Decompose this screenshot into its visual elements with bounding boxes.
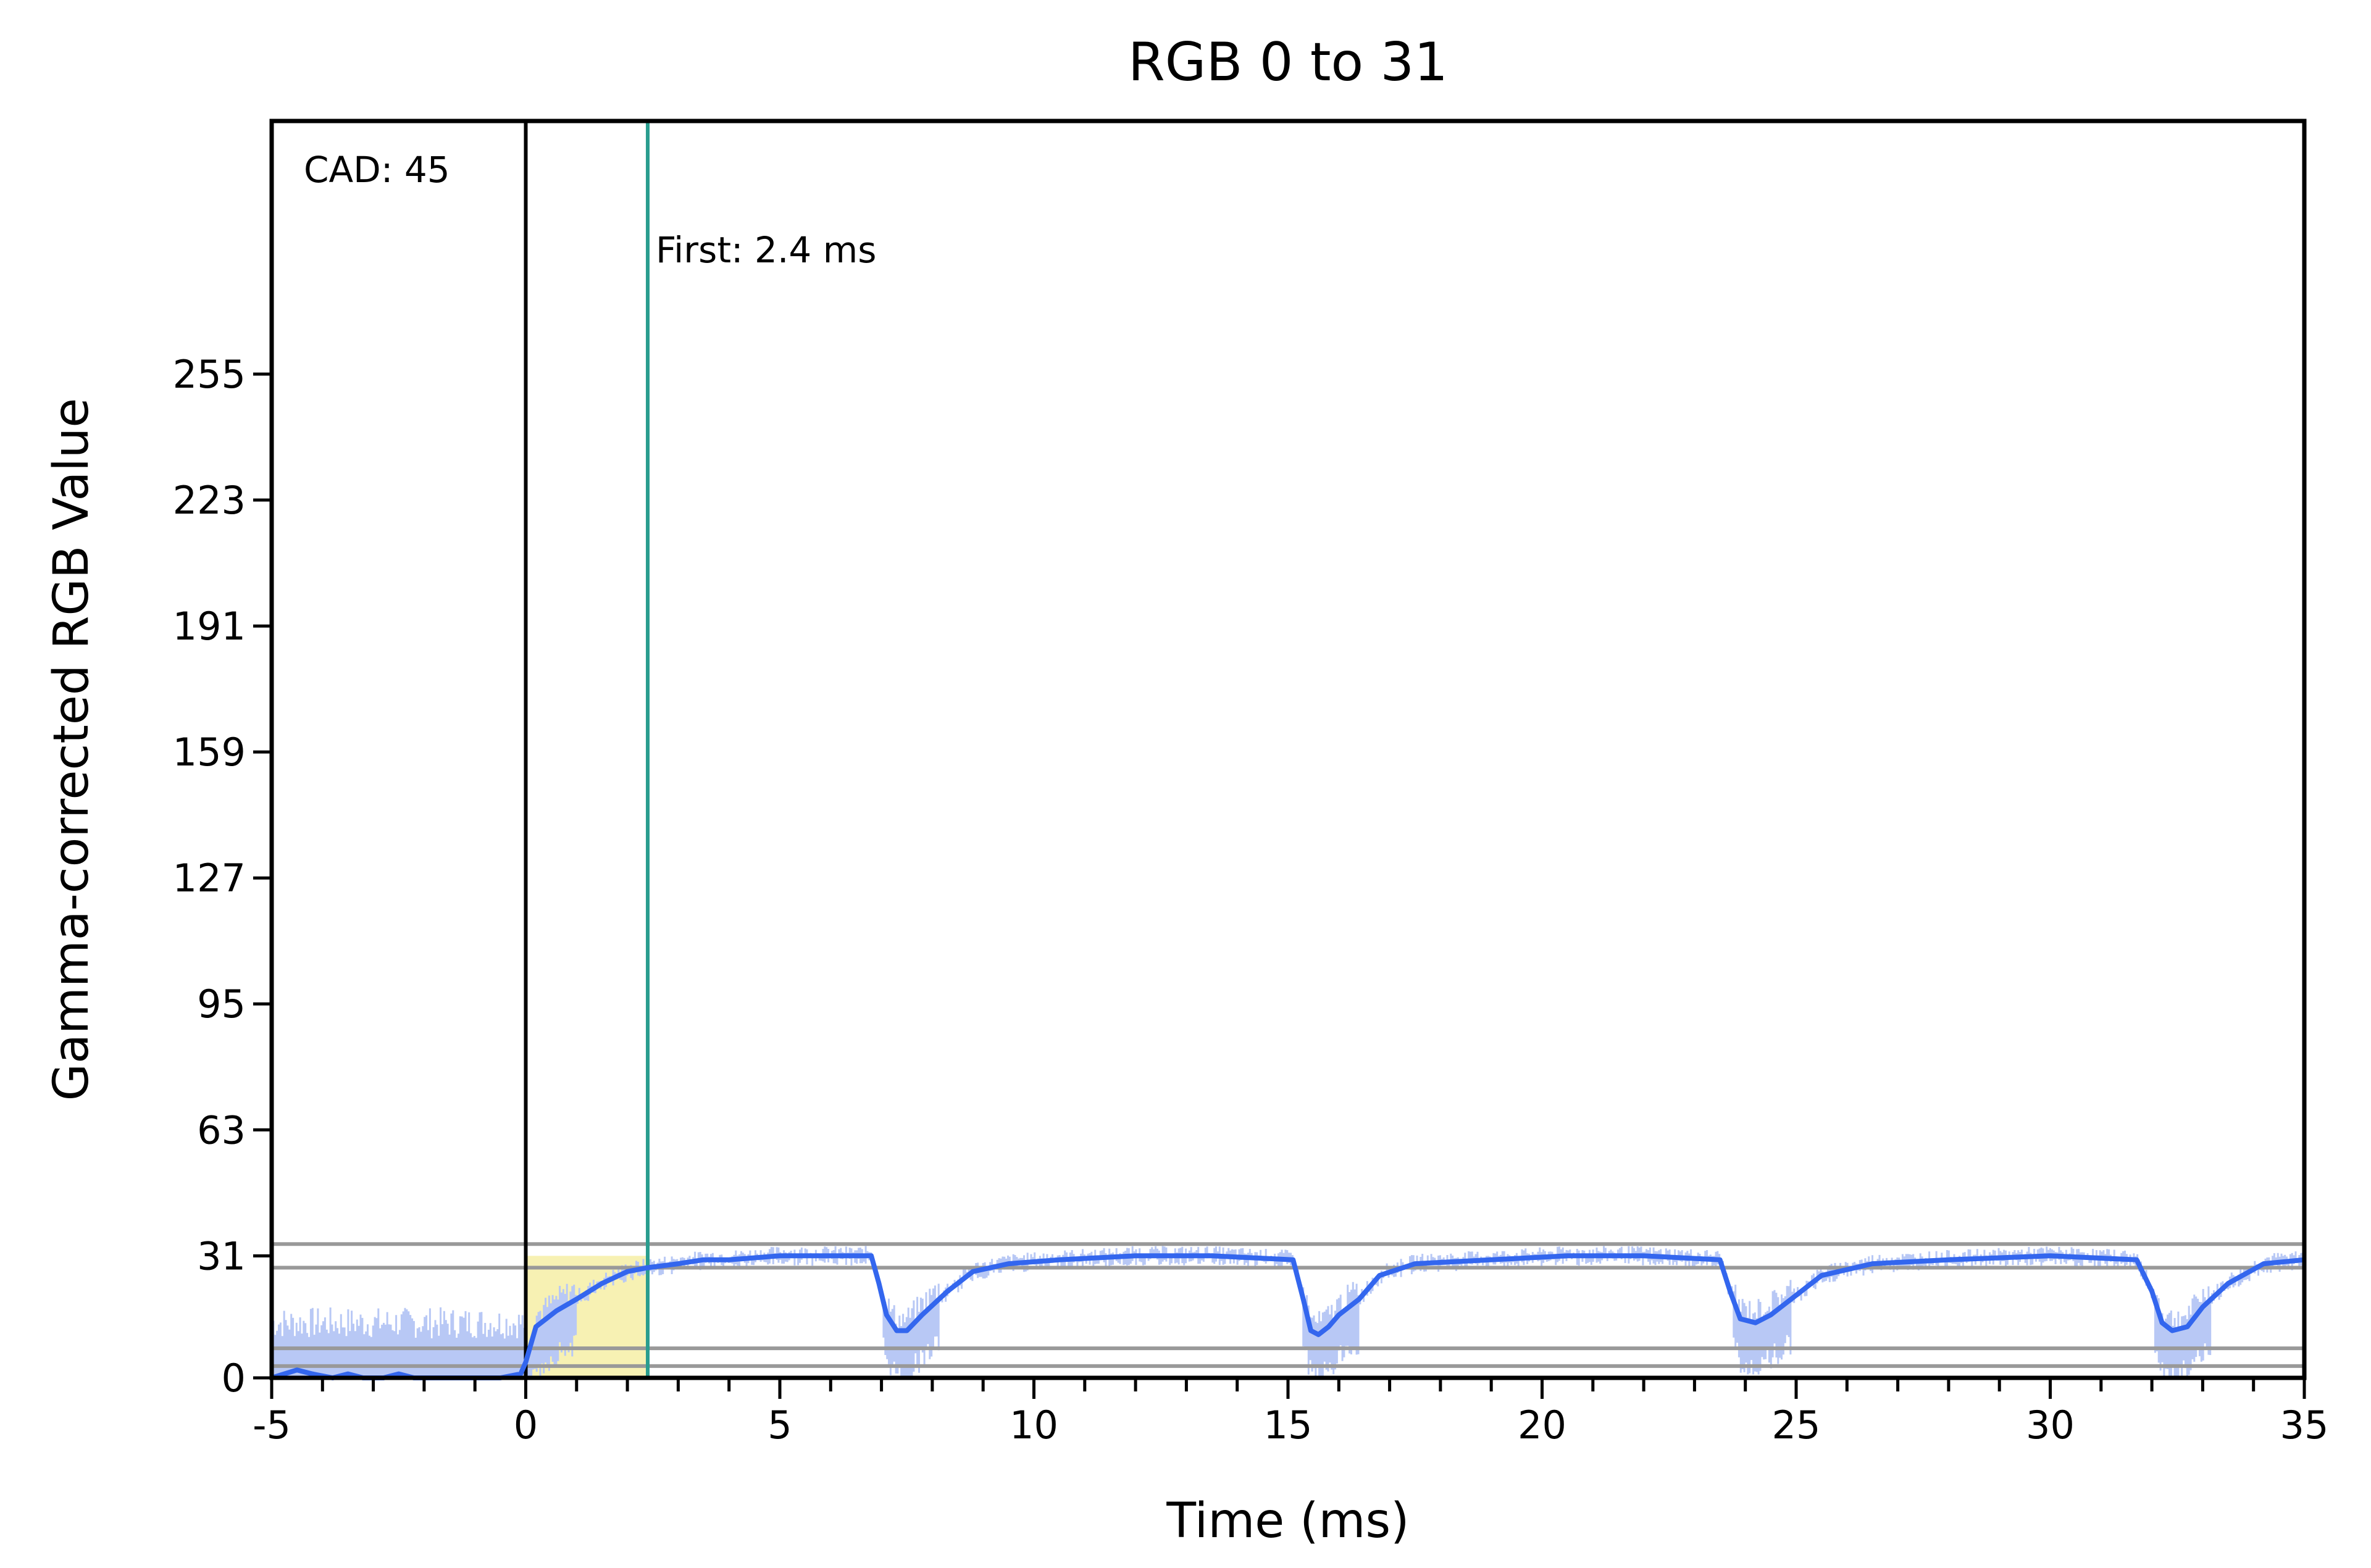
x-tick-label: 10 xyxy=(1010,1403,1058,1448)
y-tick-label: 95 xyxy=(197,982,246,1027)
y-tick-label: 0 xyxy=(222,1356,246,1401)
y-tick-label: 127 xyxy=(173,856,246,901)
first-marker-label: First: 2.4 ms xyxy=(656,229,876,271)
x-tick-label: 30 xyxy=(2026,1403,2075,1448)
y-tick-label: 255 xyxy=(173,352,246,397)
x-tick-label: 5 xyxy=(767,1403,792,1448)
chart-title: RGB 0 to 31 xyxy=(1128,31,1448,93)
x-tick-label: -5 xyxy=(253,1403,291,1448)
x-tick-label: 20 xyxy=(1518,1403,1566,1448)
y-tick-label: 63 xyxy=(197,1107,246,1153)
x-axis-title: Time (ms) xyxy=(1166,1493,1409,1549)
x-tick-label: 35 xyxy=(2280,1403,2329,1448)
y-tick-label: 191 xyxy=(173,604,246,649)
cad-annotation: CAD: 45 xyxy=(304,149,450,191)
y-tick-label: 159 xyxy=(173,730,246,775)
x-tick-label: 25 xyxy=(1772,1403,1821,1448)
y-tick-label: 223 xyxy=(173,478,246,523)
x-tick-label: 0 xyxy=(514,1403,538,1448)
y-axis-title: Gamma-corrected RGB Value xyxy=(44,398,99,1101)
plot-frame xyxy=(269,119,2307,1380)
x-tick-label: 15 xyxy=(1264,1403,1313,1448)
y-tick-label: 31 xyxy=(197,1233,246,1278)
